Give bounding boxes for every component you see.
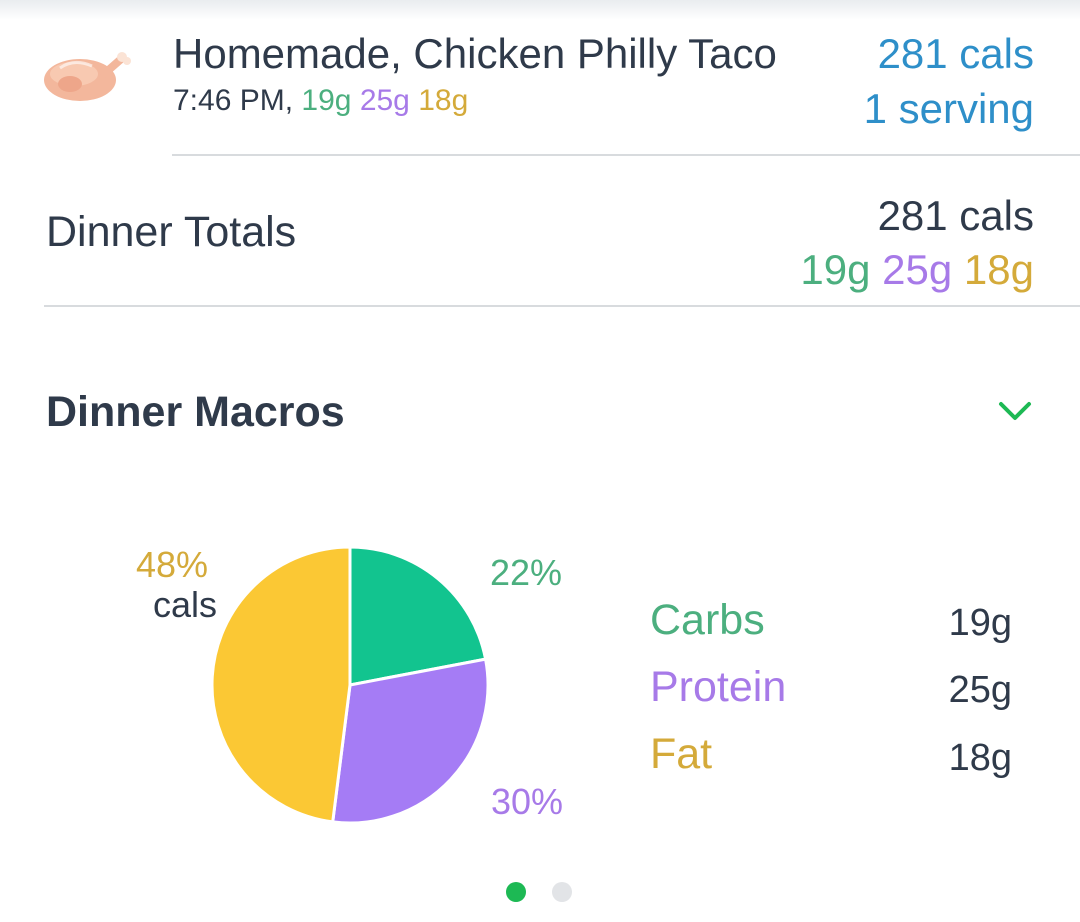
food-name: Homemade, Chicken Philly Taco — [173, 30, 777, 77]
pie-label-cals: cals — [153, 584, 218, 625]
food-fat: 18g — [418, 84, 469, 117]
divider — [172, 154, 1080, 156]
totals-carbs: 19g — [800, 246, 871, 293]
legend-protein-name: Protein — [650, 663, 787, 711]
chevron-down-icon[interactable] — [996, 398, 1034, 426]
pie-label-carbs-pct: 22% — [490, 552, 563, 593]
totals-title: Dinner Totals — [46, 208, 297, 256]
food-time-macros: 7:46 PM, 19g 25g 18g — [173, 84, 468, 118]
pie-label-protein-pct: 30% — [491, 781, 564, 822]
pie-slice-protein — [331, 657, 490, 825]
top-shade — [0, 0, 1080, 20]
totals-macros: 19g 25g 18g — [800, 246, 1034, 294]
totals-fat: 18g — [963, 246, 1034, 293]
food-carbs: 19g — [301, 84, 352, 117]
food-time: 7:46 PM, — [173, 84, 294, 117]
totals-calories: 281 cals — [877, 192, 1034, 239]
food-serving[interactable]: 1 serving — [863, 85, 1034, 132]
macros-title: Dinner Macros — [46, 388, 345, 436]
page-dot-active[interactable] — [506, 882, 526, 902]
pie-slice-fat — [210, 545, 352, 824]
macros-pie-chart — [210, 545, 490, 825]
legend-carbs-value: 19g — [948, 602, 1012, 644]
food-calories: 281 cals — [877, 30, 1034, 77]
legend-fat-name: Fat — [650, 730, 713, 778]
legend-fat-value: 18g — [948, 737, 1012, 779]
pie-slice-carbs — [348, 545, 488, 687]
legend-protein-value: 25g — [948, 669, 1012, 711]
totals-protein: 25g — [882, 246, 953, 293]
food-entry-row[interactable]: Homemade, Chicken Philly Taco 7:46 PM, 1… — [0, 0, 1080, 156]
roast-chicken-icon — [44, 52, 131, 101]
legend-carbs-name: Carbs — [650, 596, 765, 644]
food-protein: 25g — [359, 84, 410, 117]
page-dot-inactive[interactable] — [552, 882, 572, 902]
pie-label-fat-pct: 48% — [136, 544, 209, 585]
divider — [44, 305, 1080, 307]
